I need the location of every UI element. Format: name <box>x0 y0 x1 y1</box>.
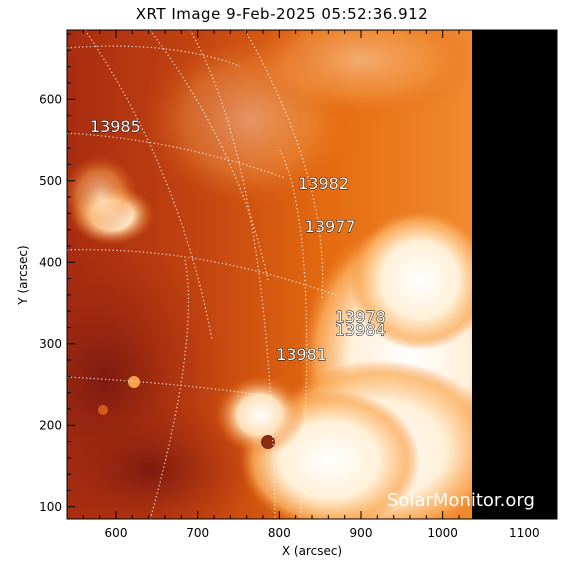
x-tick-label: 700 <box>186 526 209 540</box>
y-tick-label: 200 <box>39 418 62 432</box>
y-axis-label: Y (arcsec) <box>16 245 30 305</box>
active-region-label: 13982 <box>298 174 349 193</box>
x-tick-label: 1100 <box>509 526 540 540</box>
x-axis-label: X (arcsec) <box>282 544 342 558</box>
off-limb-region <box>472 30 557 519</box>
active-region-label: 13977 <box>305 217 356 236</box>
active-region-label: 13981 <box>276 345 327 364</box>
x-tick-label: 1000 <box>427 526 458 540</box>
y-tick-label: 300 <box>39 337 62 351</box>
heliographic-grid <box>66 29 339 521</box>
x-axis-ticks: 600 700 800 900 1000 1100 <box>82 30 558 540</box>
active-region-label: 13985 <box>90 117 141 136</box>
watermark: SolarMonitor.org <box>387 490 535 511</box>
active-region-label: 13978 <box>335 308 386 327</box>
image-title: XRT Image 9-Feb-2025 05:52:36.912 <box>135 5 429 23</box>
active-region-label: 13984 <box>335 321 386 340</box>
y-tick-label: 100 <box>39 500 62 514</box>
x-tick-label: 800 <box>268 526 291 540</box>
xrt-image <box>67 30 472 519</box>
y-axis-ticks: 100 200 300 400 500 600 <box>39 33 557 514</box>
y-tick-label: 600 <box>39 92 62 106</box>
y-tick-label: 500 <box>39 174 62 188</box>
x-tick-label: 600 <box>105 526 128 540</box>
x-tick-label: 900 <box>350 526 373 540</box>
y-tick-label: 400 <box>39 255 62 269</box>
